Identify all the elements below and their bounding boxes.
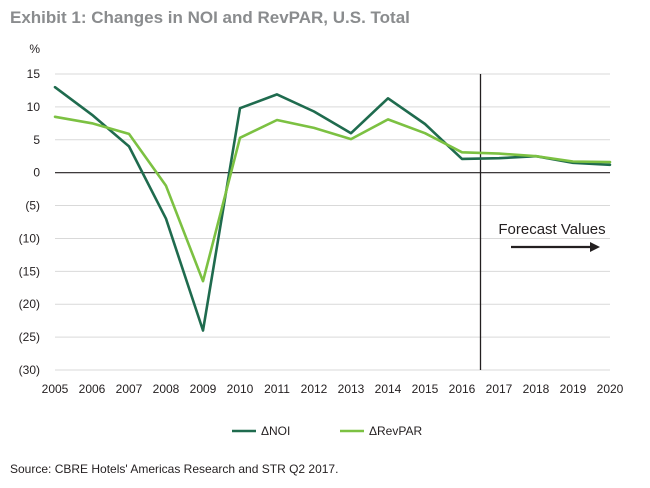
- forecast-arrow-head: [590, 242, 600, 252]
- y-tick-label: 0: [33, 166, 40, 180]
- x-tick-label: 2005: [42, 382, 69, 396]
- legend-label-noi: ΔNOI: [261, 424, 290, 438]
- y-tick-label: (30): [19, 363, 40, 377]
- series-line-noi: [53, 85, 612, 332]
- legend-label-revpar: ΔRevPAR: [369, 424, 422, 438]
- x-tick-label: 2011: [264, 382, 290, 396]
- y-tick-label: (5): [25, 199, 40, 213]
- x-tick-label: 2009: [190, 382, 217, 396]
- x-tick-label: 2020: [597, 382, 624, 396]
- x-tick-label: 2007: [116, 382, 143, 396]
- x-tick-label: 2012: [301, 382, 328, 396]
- y-tick-label: (20): [19, 297, 40, 311]
- series-line-revpar: [53, 115, 612, 283]
- x-tick-label: 2013: [338, 382, 365, 396]
- y-tick-label: (15): [19, 264, 40, 278]
- y-axis-unit-label: %: [29, 42, 40, 56]
- chart-title: Exhibit 1: Changes in NOI and RevPAR, U.…: [10, 8, 410, 27]
- gridlines: [55, 73, 610, 371]
- x-axis-ticks: 2005 2006 2007 2008 2009 2010 2011 2012 2013 2014…: [42, 382, 624, 396]
- forecast-arrow: [511, 242, 600, 252]
- x-tick-label: 2019: [560, 382, 587, 396]
- y-tick-label: 10: [27, 100, 41, 114]
- x-tick-label: 2015: [412, 382, 439, 396]
- x-tick-label: 2008: [153, 382, 180, 396]
- y-tick-label: 5: [33, 133, 40, 147]
- y-axis-ticks: 15 10 5 0 (5) (10) (15) (20) (25) (30): [19, 67, 41, 377]
- x-tick-label: 2018: [523, 382, 550, 396]
- x-tick-label: 2010: [227, 382, 254, 396]
- source-note: Source: CBRE Hotels' Americas Research a…: [10, 462, 339, 476]
- x-tick-label: 2017: [486, 382, 513, 396]
- y-tick-label: 15: [27, 67, 41, 81]
- x-tick-label: 2016: [449, 382, 476, 396]
- series-group: [53, 85, 612, 332]
- forecast-annotation: Forecast Values: [498, 221, 605, 238]
- y-tick-label: (10): [19, 231, 40, 245]
- x-tick-label: 2006: [79, 382, 106, 396]
- y-tick-label: (25): [19, 330, 40, 344]
- legend: ΔNOI ΔRevPAR: [232, 424, 422, 438]
- x-tick-label: 2014: [375, 382, 402, 396]
